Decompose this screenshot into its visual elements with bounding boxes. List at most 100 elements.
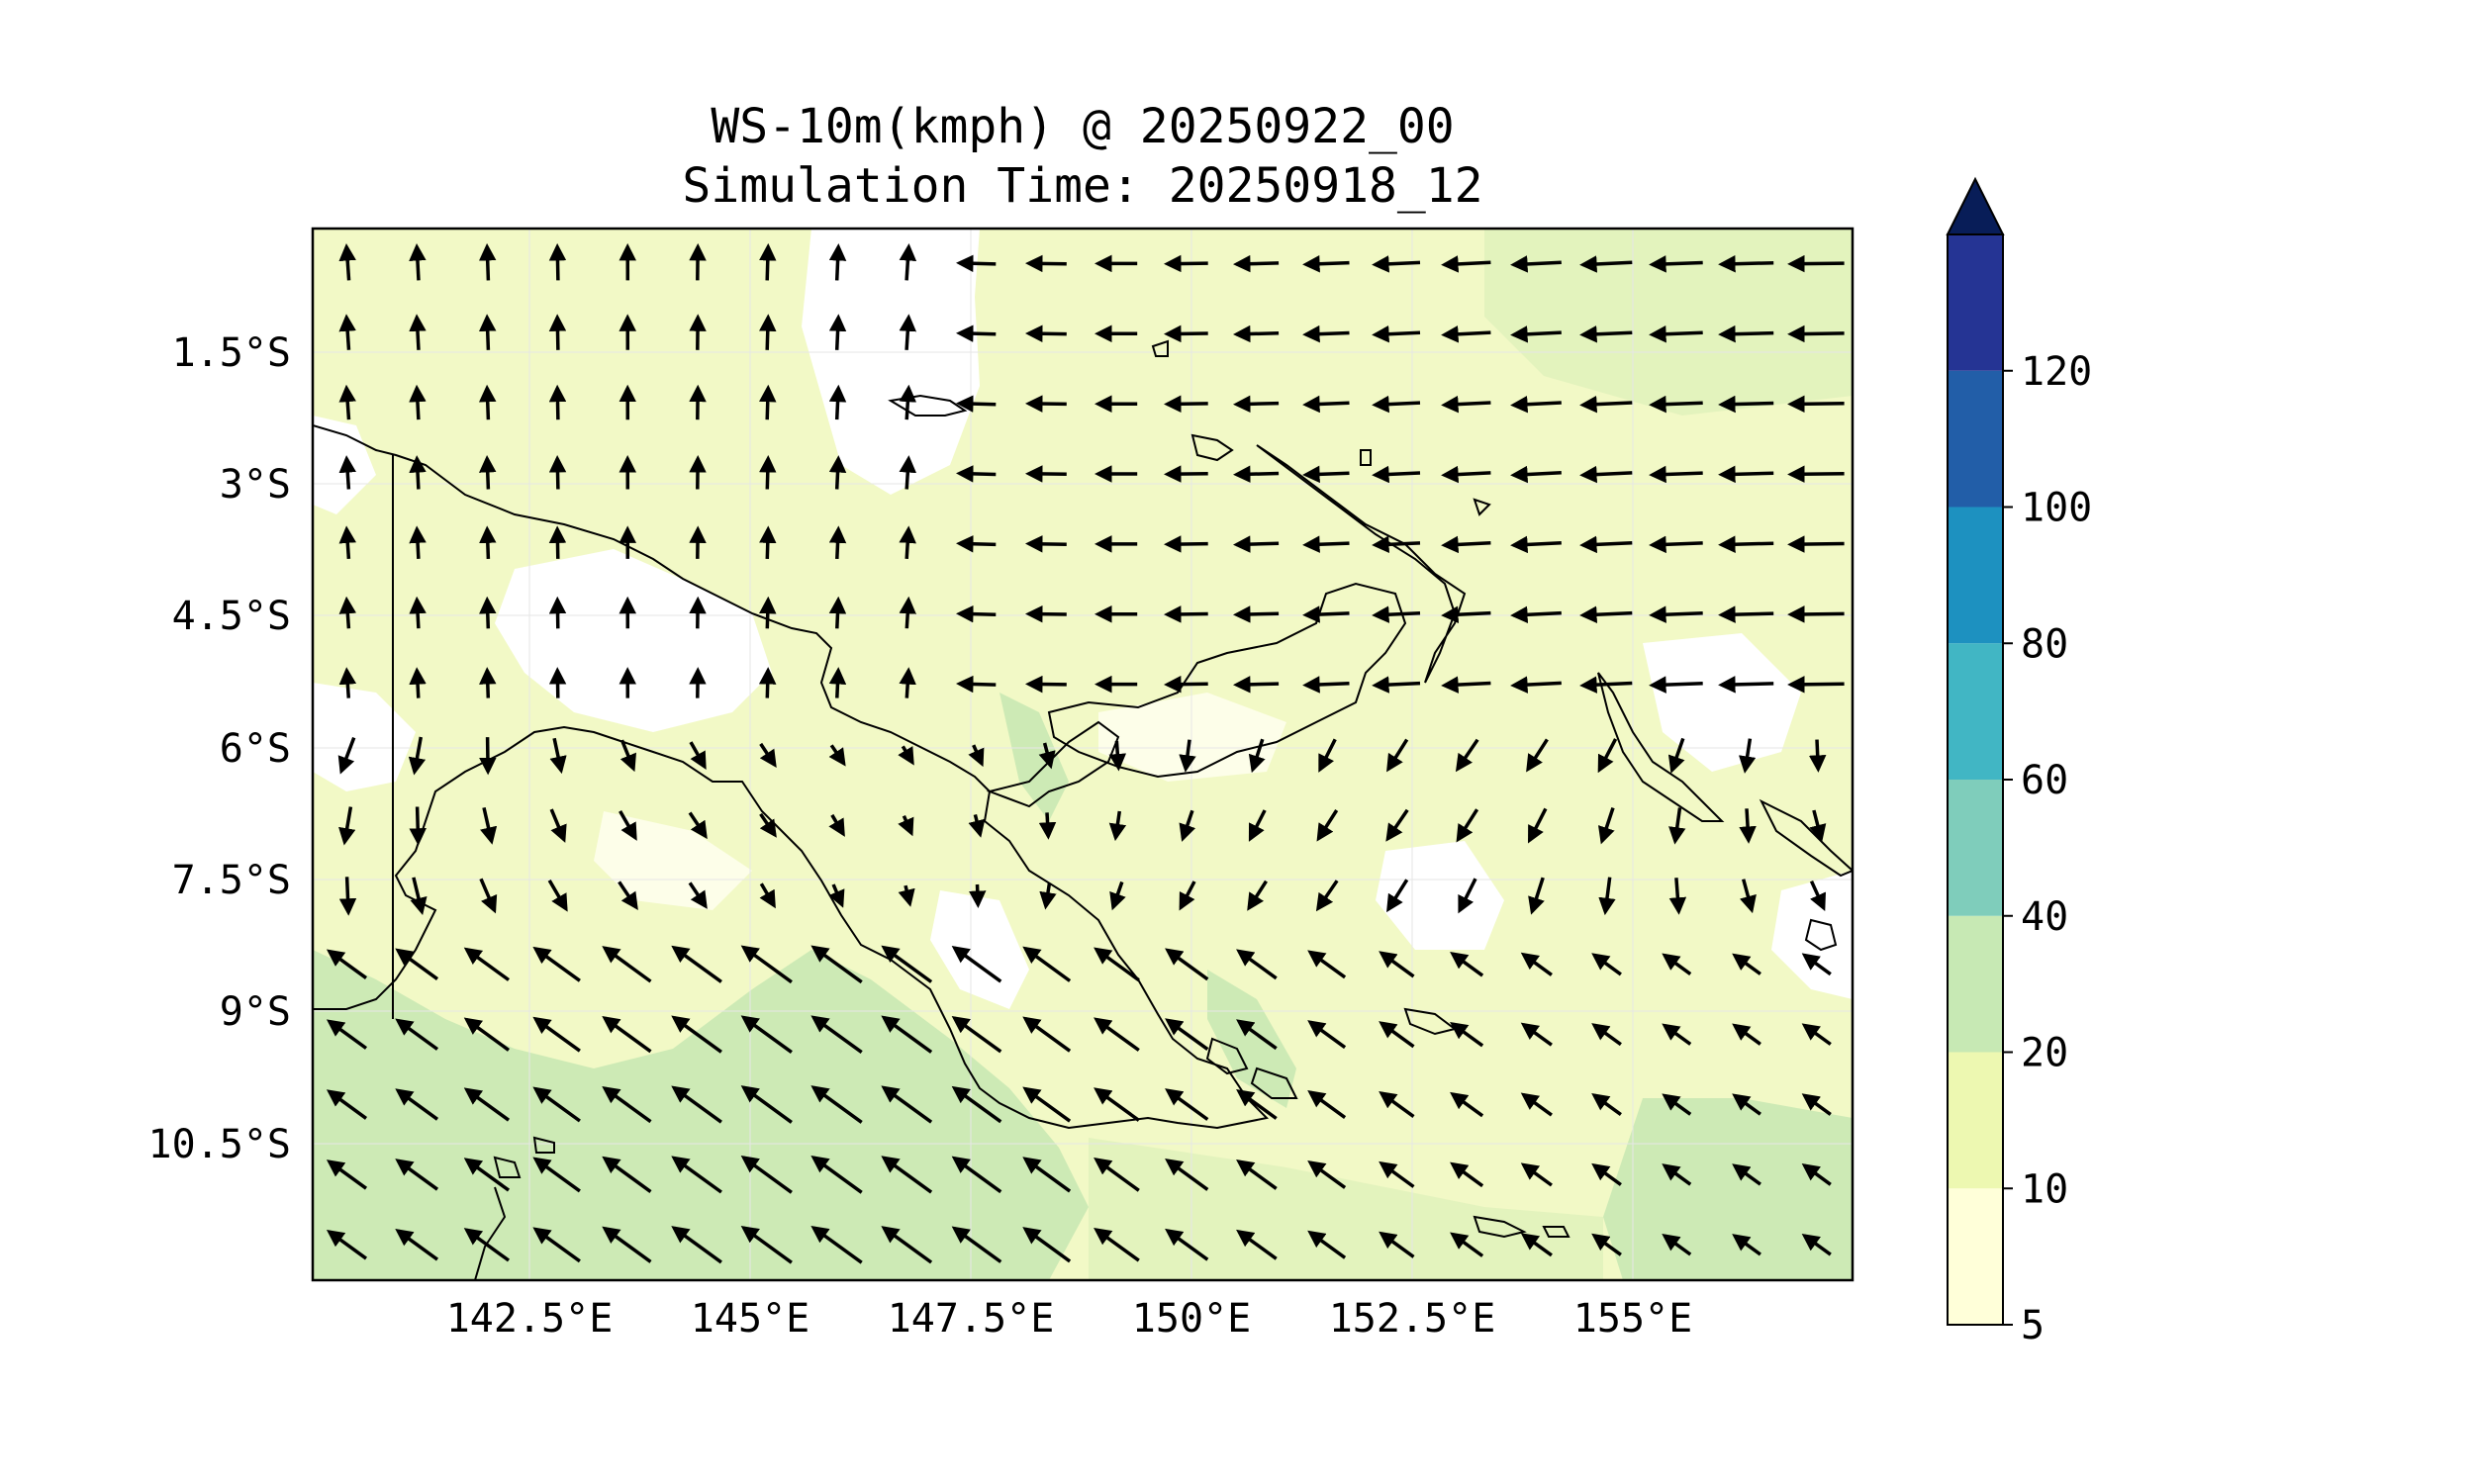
wind-arrow <box>1379 951 1415 978</box>
wind-arrow <box>688 881 708 909</box>
wind-arrow <box>478 384 497 420</box>
wind-arrow <box>1307 1159 1347 1189</box>
wind-arrow <box>1179 739 1196 773</box>
wind-arrow <box>899 596 916 629</box>
wind-arrow <box>1718 605 1774 623</box>
wind-arrow <box>1455 738 1479 773</box>
lat-tick-label: 4.5°S <box>172 594 291 639</box>
wind-arrow <box>1662 1163 1692 1186</box>
wind-arrow <box>1108 810 1127 842</box>
wind-arrow <box>1510 605 1562 624</box>
wind-arrow <box>1038 812 1057 840</box>
wind-arrow <box>1094 947 1140 982</box>
wind-arrow <box>548 384 567 420</box>
wind-arrow <box>1164 465 1208 483</box>
moderate-wind-band <box>1089 1138 1603 1280</box>
wind-arrow <box>1302 605 1350 623</box>
calm-patch <box>1643 633 1801 772</box>
wind-arrow <box>1450 1021 1484 1048</box>
wind-arrow <box>1372 465 1421 484</box>
wind-arrow <box>395 948 439 981</box>
wind-arrow <box>1510 325 1562 343</box>
lon-tick-label: 155°E <box>1573 1296 1692 1342</box>
wind-arrow <box>1038 742 1056 770</box>
wind-arrow <box>395 1088 439 1121</box>
wind-arrow <box>828 596 847 629</box>
wind-arrow <box>671 1226 722 1264</box>
wind-arrow <box>338 806 356 846</box>
wind-arrow <box>478 455 497 490</box>
wind-arrow <box>1732 1163 1761 1186</box>
wind-arrow <box>1510 255 1562 273</box>
wind-arrow <box>899 384 917 420</box>
lon-tick-label: 152.5°E <box>1329 1296 1496 1342</box>
wind-arrow <box>338 877 357 916</box>
wind-arrow <box>463 1087 511 1122</box>
wind-arrow <box>1379 1160 1415 1188</box>
wind-arrow <box>1649 395 1703 414</box>
wind-arrow <box>1164 325 1208 343</box>
wind-arrow <box>478 314 497 350</box>
wind-arrow <box>968 813 986 838</box>
wind-arrow <box>1094 1017 1140 1052</box>
wind-arrow <box>828 384 847 420</box>
lon-tick-label: 145°E <box>691 1296 809 1342</box>
wind-arrow <box>480 807 498 845</box>
wind-arrow <box>1668 807 1686 845</box>
wind-arrow <box>1372 325 1421 343</box>
wind-arrow <box>1458 878 1477 914</box>
wind-arrow <box>1787 465 1845 483</box>
wind-arrow <box>1233 325 1280 343</box>
wind-arrow <box>1164 605 1208 623</box>
calm-patch <box>1376 841 1504 950</box>
wind-arrow <box>1315 880 1339 912</box>
wind-arrow <box>1302 676 1350 694</box>
wind-arrow <box>326 1089 368 1120</box>
cape-york <box>474 1186 507 1280</box>
wind-arrow <box>1809 809 1827 843</box>
wind-arrow <box>409 455 427 490</box>
wind-arrow <box>602 1085 652 1124</box>
wind-arrow <box>1718 676 1774 694</box>
wind-arrow <box>338 314 356 350</box>
wind-arrow <box>1022 1086 1072 1123</box>
map-frame <box>311 227 1855 1282</box>
wind-arrow <box>1025 675 1067 694</box>
wind-arrow <box>532 1227 581 1263</box>
wind-arrow <box>1372 605 1421 623</box>
wind-arrow <box>759 812 777 838</box>
wind-arrow <box>479 596 497 629</box>
wind-arrow <box>1738 738 1757 774</box>
wind-arrow <box>1579 325 1633 343</box>
map-title-line1: WS-10m(kmph) @ 20250922_00 <box>711 99 1455 154</box>
wind-arrow <box>1022 946 1072 982</box>
wind-arrow <box>532 946 581 982</box>
wind-arrow <box>1808 739 1827 773</box>
wind-arrow <box>740 1156 793 1194</box>
colorbar-segment <box>1948 1188 2003 1325</box>
wind-arrow <box>338 243 356 281</box>
wind-arrow <box>1662 1234 1692 1256</box>
wind-arrow <box>828 744 846 767</box>
wind-arrow <box>1307 1230 1347 1259</box>
wind-arrow <box>1025 535 1067 553</box>
wind-arrow <box>1591 1023 1622 1047</box>
wind-arrow <box>1025 465 1067 483</box>
wind-arrow <box>1598 877 1616 916</box>
wind-arrow <box>1039 882 1057 910</box>
wind-arrow <box>1441 325 1491 343</box>
wind-arrow <box>1510 465 1562 484</box>
wind-arrow <box>409 667 427 698</box>
wind-arrow <box>1520 1162 1553 1187</box>
wind-arrow <box>1510 676 1562 694</box>
wind-arrow <box>671 1015 722 1054</box>
lat-tick-label: 1.5°S <box>172 330 291 376</box>
wind-arrow <box>1022 1016 1072 1053</box>
wind-arrow <box>1649 255 1703 273</box>
wind-arrow <box>758 667 777 698</box>
wind-arrow <box>1307 1090 1347 1120</box>
wind-arrow <box>478 242 497 281</box>
wind-arrow <box>1441 605 1491 623</box>
wind-arrow <box>828 243 847 281</box>
wind-arrow <box>671 945 722 983</box>
